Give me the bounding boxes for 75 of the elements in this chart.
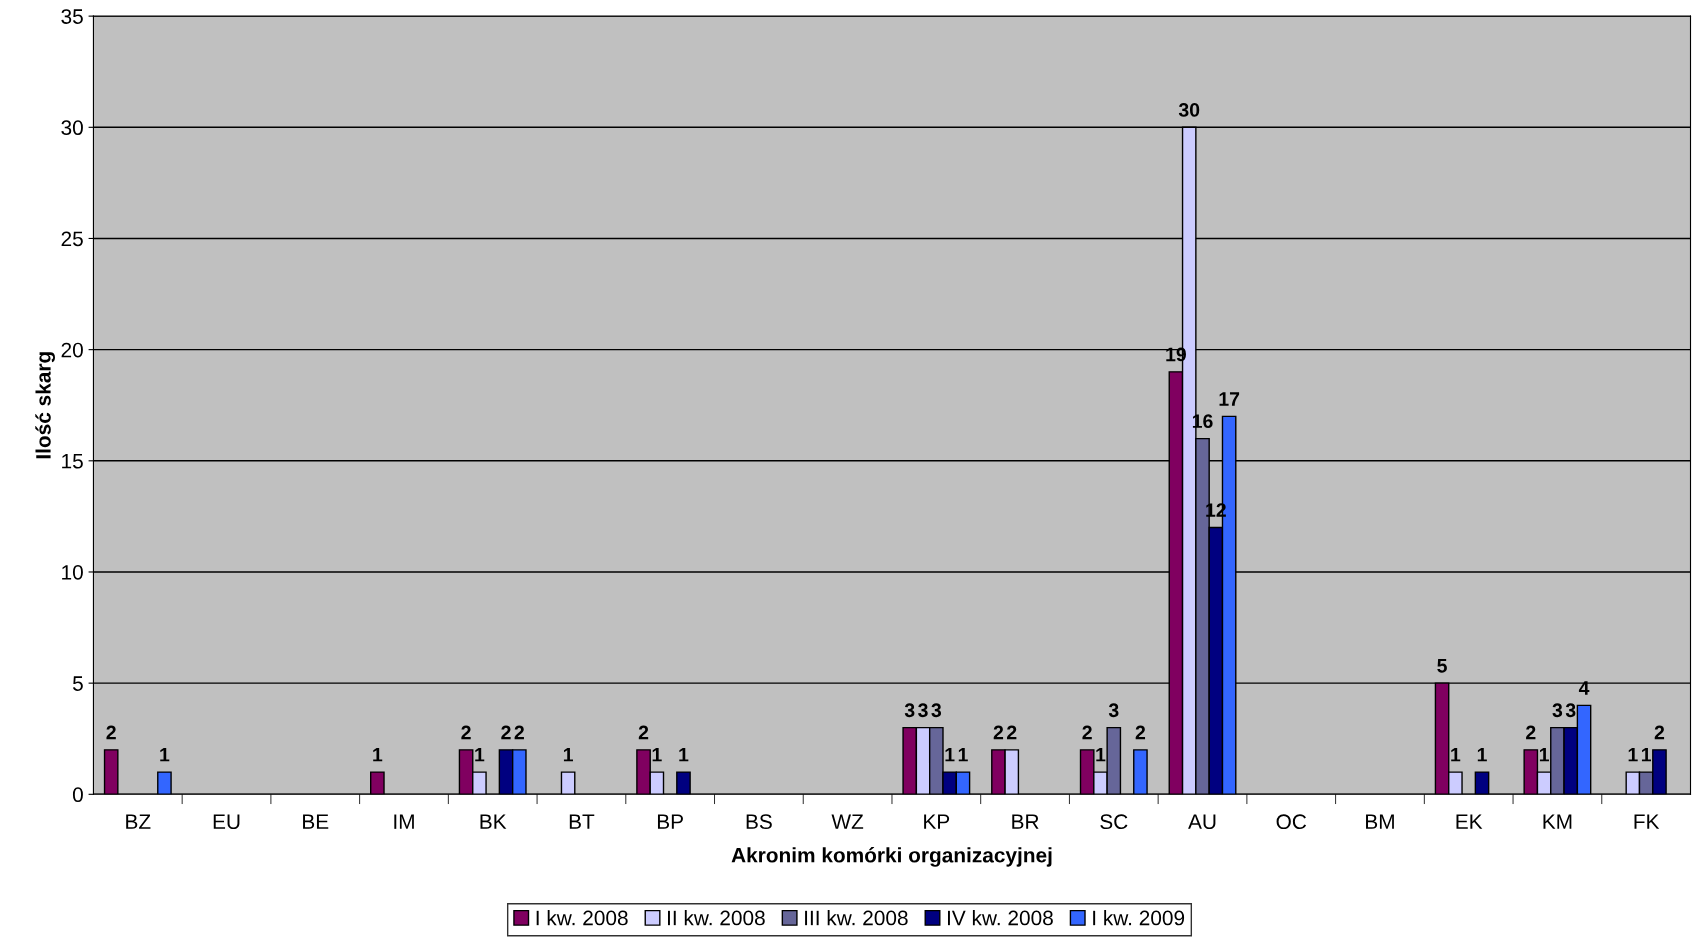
x-tick-label: BP bbox=[657, 814, 683, 829]
legend-label: IV kw. 2008 bbox=[947, 910, 1053, 926]
y-tick-label: 35 bbox=[61, 9, 83, 24]
y-tick-label: 10 bbox=[62, 564, 83, 580]
data-label: 1 bbox=[475, 748, 485, 762]
x-tick-label: BR bbox=[1012, 814, 1039, 829]
data-label: 3 bbox=[1108, 703, 1119, 718]
x-tick-label: BS bbox=[746, 814, 772, 830]
data-label: 2 bbox=[1082, 725, 1092, 740]
data-label: 3 bbox=[918, 703, 928, 718]
legend-label: I kw. 2008 bbox=[536, 910, 628, 926]
bar bbox=[1133, 749, 1148, 795]
data-label: 5 bbox=[1437, 659, 1447, 673]
data-label: 2 bbox=[1135, 725, 1146, 740]
bar bbox=[676, 771, 691, 795]
data-label: 1 bbox=[1451, 748, 1461, 762]
x-tick-label: EU bbox=[213, 814, 240, 830]
x-tick-label: BT bbox=[569, 814, 595, 829]
x-tick-label: BE bbox=[303, 814, 329, 829]
x-tick-label: KP bbox=[924, 814, 950, 829]
data-label: 2 bbox=[106, 725, 116, 740]
x-tick-label: BM bbox=[1366, 814, 1394, 829]
legend-label: I kw. 2009 bbox=[1093, 910, 1185, 926]
data-label: 3 bbox=[904, 703, 915, 718]
bar bbox=[370, 771, 385, 795]
x-tick-label: BZ bbox=[126, 814, 151, 829]
y-axis-title: Ilość skarg bbox=[35, 352, 55, 459]
data-label: 1 bbox=[1096, 748, 1106, 762]
data-label: 2 bbox=[501, 725, 511, 740]
legend-label: III kw. 2008 bbox=[805, 910, 908, 926]
data-label: 2 bbox=[1526, 725, 1536, 740]
legend-label: II kw. 2008 bbox=[668, 910, 765, 926]
y-tick-label: 20 bbox=[61, 342, 83, 358]
x-tick-label: FK bbox=[1634, 814, 1660, 829]
data-label: 1 bbox=[1628, 748, 1638, 762]
x-tick-label: WZ bbox=[831, 814, 864, 829]
x-tick-label: EK bbox=[1456, 814, 1483, 829]
data-label: 3 bbox=[1565, 703, 1576, 718]
data-label: 3 bbox=[1552, 703, 1563, 718]
x-tick-label: KM bbox=[1543, 814, 1572, 829]
data-label: 2 bbox=[993, 725, 1004, 740]
data-label: 1 bbox=[563, 748, 573, 762]
x-tick-label: BK bbox=[480, 814, 507, 829]
x-axis-title: Akronim komórki organizacyjnej bbox=[731, 847, 1052, 867]
data-label: 1 bbox=[1641, 748, 1652, 762]
data-label: 4 bbox=[1578, 681, 1590, 695]
y-tick-label: 15 bbox=[62, 454, 83, 469]
data-label: 17 bbox=[1219, 392, 1240, 406]
y-tick-label: 25 bbox=[61, 231, 83, 247]
data-label: 2 bbox=[514, 725, 524, 740]
bar bbox=[1474, 771, 1490, 795]
data-label: 1 bbox=[1477, 748, 1487, 762]
y-tick-label: 30 bbox=[61, 120, 83, 136]
data-label: 1 bbox=[373, 748, 383, 762]
data-label: 1 bbox=[945, 748, 955, 762]
bar bbox=[157, 771, 172, 795]
data-label: 1 bbox=[160, 748, 170, 762]
x-tick-label: OC bbox=[1276, 814, 1307, 830]
data-label: 3 bbox=[931, 703, 942, 718]
data-label: 2 bbox=[461, 725, 471, 740]
data-label: 2 bbox=[638, 725, 649, 740]
data-label: 1 bbox=[1539, 748, 1549, 762]
data-label: 1 bbox=[958, 748, 968, 762]
y-tick-label: 5 bbox=[72, 676, 83, 691]
x-tick-label: SC bbox=[1100, 814, 1128, 830]
x-tick-label: IM bbox=[394, 814, 414, 829]
x-tick-label: AU bbox=[1188, 814, 1216, 830]
bar bbox=[560, 771, 576, 795]
data-label: 2 bbox=[1007, 725, 1017, 740]
data-label: 1 bbox=[652, 748, 662, 762]
data-label: 30 bbox=[1178, 103, 1200, 117]
data-label: 1 bbox=[679, 748, 689, 762]
bar bbox=[103, 749, 119, 795]
data-label: 2 bbox=[1654, 725, 1665, 740]
y-tick-label: 0 bbox=[72, 787, 83, 803]
